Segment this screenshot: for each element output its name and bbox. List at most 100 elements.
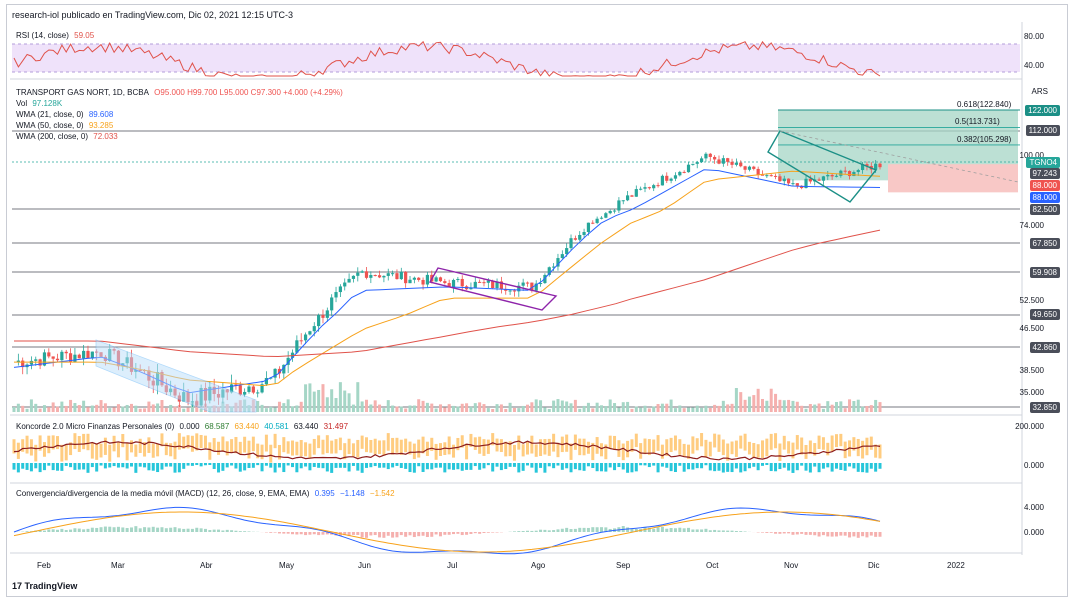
volume-bar <box>647 408 651 412</box>
koncorde-bar <box>795 435 799 450</box>
volume-bar <box>465 403 469 412</box>
level-32-badge: 32.850 <box>1029 402 1060 413</box>
koncorde-bar <box>125 443 129 461</box>
macd-bar <box>321 532 325 535</box>
koncorde-bar <box>495 463 499 467</box>
macd-bar <box>438 532 442 537</box>
koncorde-bar <box>38 435 42 451</box>
candle-body <box>456 278 460 280</box>
macd-bar <box>874 532 878 537</box>
koncorde-bar <box>356 439 360 458</box>
candle-body <box>699 158 704 163</box>
macd-bar <box>325 532 329 535</box>
volume-bar <box>304 384 308 412</box>
koncorde-bar <box>378 440 382 455</box>
koncorde-bar <box>434 443 438 460</box>
volume-bar <box>800 405 804 412</box>
koncorde-bar <box>212 463 216 469</box>
candle-body <box>64 351 68 354</box>
candle-body <box>47 352 51 357</box>
koncorde-bar <box>247 463 251 468</box>
koncorde-bar <box>73 433 77 450</box>
volume-bar <box>534 399 538 412</box>
candle-body <box>299 340 303 342</box>
koncorde-bar <box>277 463 281 468</box>
volume-bar <box>730 403 734 412</box>
macd-bar <box>647 527 651 532</box>
macd-bar <box>308 532 312 535</box>
koncorde-bar <box>51 435 55 450</box>
volume-bar <box>134 405 138 412</box>
volume-bar <box>673 408 677 412</box>
koncorde-bar <box>813 463 817 467</box>
macd-bar <box>795 532 799 535</box>
koncorde-bar <box>521 444 525 457</box>
candle-body <box>808 178 812 182</box>
candle-body <box>565 248 569 255</box>
koncorde-bar <box>269 444 273 463</box>
volume-bar <box>82 400 86 412</box>
candle-body <box>782 178 786 182</box>
candle-body <box>82 350 86 359</box>
koncorde-bar <box>208 442 212 460</box>
volume-bar <box>77 405 81 412</box>
macd-bar <box>456 532 460 534</box>
macd-bar <box>134 526 138 532</box>
volume-bar <box>634 406 638 412</box>
volume-bar <box>652 406 656 412</box>
koncorde-bar <box>530 463 534 468</box>
koncorde-bar <box>465 463 469 470</box>
macd-bar <box>478 532 482 534</box>
volume-bar <box>25 408 29 412</box>
candle-body <box>791 183 795 185</box>
koncorde-bar <box>512 463 516 467</box>
koncorde-bar <box>64 444 68 461</box>
volume-bar <box>678 405 682 412</box>
koncorde-bar <box>260 444 264 460</box>
volume-bar <box>761 398 765 412</box>
koncorde-bar <box>25 463 29 470</box>
koncorde-bar <box>404 438 408 453</box>
macd-bar <box>77 528 81 532</box>
candle-body <box>34 359 38 361</box>
candle-body <box>660 175 665 186</box>
candle-body <box>608 210 612 214</box>
koncorde-bar <box>447 463 451 470</box>
candle-body <box>243 391 247 395</box>
candle-body <box>247 386 251 392</box>
koncorde-bar <box>830 463 834 472</box>
koncorde-bar <box>556 442 560 458</box>
koncorde-bar <box>517 463 521 473</box>
koncorde-bar <box>834 463 838 469</box>
koncorde-bar <box>373 438 377 455</box>
candle-body <box>343 282 347 287</box>
volume-bar <box>108 408 112 412</box>
candle-body <box>504 289 508 291</box>
volume-bar <box>299 401 303 412</box>
volume-bar <box>626 401 630 412</box>
symbol-legend: TRANSPORT GAS NORT, 1D, BCBA O95.000 H99… <box>16 88 346 97</box>
koncorde-bar <box>430 463 434 470</box>
candle-body <box>556 258 560 267</box>
candle-body <box>229 384 234 393</box>
koncorde-bar <box>217 463 221 473</box>
x-tick-oct: Oct <box>706 561 719 570</box>
koncorde-bar <box>556 463 560 466</box>
koncorde-bar <box>334 439 338 454</box>
koncorde-bar <box>151 443 155 458</box>
koncorde-bar <box>504 463 508 470</box>
macd-bar <box>56 529 60 532</box>
macd-bar <box>678 527 682 532</box>
volume-bar <box>660 403 664 412</box>
macd-bar <box>378 532 382 538</box>
macd-bar <box>138 528 142 532</box>
macd-bar <box>560 528 564 532</box>
x-tick-mar: Mar <box>111 561 125 570</box>
koncorde-bar <box>765 463 769 466</box>
koncorde-bar <box>143 442 147 457</box>
koncorde-bar <box>86 433 90 451</box>
candle-body <box>856 170 860 173</box>
volume-bar <box>573 399 577 412</box>
koncorde-bar <box>673 463 677 472</box>
koncorde-bar <box>382 440 386 456</box>
